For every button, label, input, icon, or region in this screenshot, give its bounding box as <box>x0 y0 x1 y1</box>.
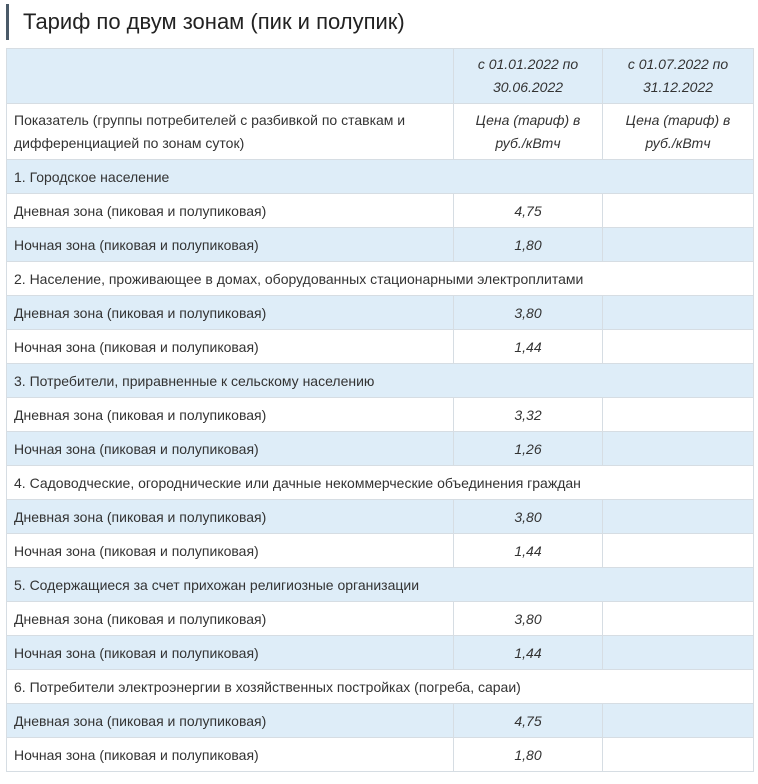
price-period1: 1,44 <box>453 635 603 670</box>
group-name: 6. Потребители электроэнергии в хозяйств… <box>6 669 754 704</box>
group-name: 3. Потребители, приравненные к сельскому… <box>6 363 754 398</box>
price-period1: 1,26 <box>453 431 603 466</box>
price-period1: 3,80 <box>453 295 603 330</box>
group-row: 1. Городское население <box>6 159 754 194</box>
zone-label: Ночная зона (пиковая и полупиковая) <box>6 737 454 772</box>
group-row: 3. Потребители, приравненные к сельскому… <box>6 363 754 398</box>
group-row: 5. Содержащиеся за счет прихожан религио… <box>6 567 754 602</box>
page-title: Тариф по двум зонам (пик и полупик) <box>6 4 405 40</box>
table-row: Дневная зона (пиковая и полупиковая) 3,80 <box>6 295 754 330</box>
price-period1: 4,75 <box>453 703 603 738</box>
column-header-row: Показатель (группы потребителей с разбив… <box>6 103 754 160</box>
price-period1: 1,44 <box>453 329 603 364</box>
table-row: Дневная зона (пиковая и полупиковая) 3,32 <box>6 397 754 432</box>
group-row: 4. Садоводческие, огороднические или дач… <box>6 465 754 500</box>
table-row: Ночная зона (пиковая и полупиковая) 1,80 <box>6 227 754 262</box>
table-row: Ночная зона (пиковая и полупиковая) 1,44 <box>6 635 754 670</box>
price-period1: 1,80 <box>453 227 603 262</box>
zone-label: Ночная зона (пиковая и полупиковая) <box>6 227 454 262</box>
price-period2 <box>602 329 754 364</box>
table-row: Ночная зона (пиковая и полупиковая) 1,80 <box>6 737 754 772</box>
zone-label: Ночная зона (пиковая и полупиковая) <box>6 329 454 364</box>
indicator-header: Показатель (группы потребителей с разбив… <box>6 103 454 160</box>
price1-header: Цена (тариф) в руб./кВтч <box>453 103 603 160</box>
price-period2 <box>602 295 754 330</box>
price-period1: 1,80 <box>453 737 603 772</box>
zone-label: Ночная зона (пиковая и полупиковая) <box>6 431 454 466</box>
zone-label: Дневная зона (пиковая и полупиковая) <box>6 499 454 534</box>
price-period1: 1,44 <box>453 533 603 568</box>
tariff-table: с 01.01.2022 по 30.06.2022 с 01.07.2022 … <box>6 48 754 772</box>
price-period2 <box>602 737 754 772</box>
zone-label: Дневная зона (пиковая и полупиковая) <box>6 703 454 738</box>
zone-label: Дневная зона (пиковая и полупиковая) <box>6 397 454 432</box>
price-period2 <box>602 227 754 262</box>
price-period2 <box>602 635 754 670</box>
group-row: 2. Население, проживающее в домах, обору… <box>6 261 754 296</box>
group-name: 4. Садоводческие, огороднические или дач… <box>6 465 754 500</box>
zone-label: Ночная зона (пиковая и полупиковая) <box>6 533 454 568</box>
price-period1: 3,80 <box>453 601 603 636</box>
price-period2 <box>602 431 754 466</box>
table-row: Ночная зона (пиковая и полупиковая) 1,44 <box>6 329 754 364</box>
table-row: Дневная зона (пиковая и полупиковая) 3,80 <box>6 499 754 534</box>
group-row: 6. Потребители электроэнергии в хозяйств… <box>6 669 754 704</box>
price-period2 <box>602 601 754 636</box>
table-row: Ночная зона (пиковая и полупиковая) 1,26 <box>6 431 754 466</box>
price-period2 <box>602 703 754 738</box>
price2-header: Цена (тариф) в руб./кВтч <box>602 103 754 160</box>
price-period1: 3,80 <box>453 499 603 534</box>
group-name: 5. Содержащиеся за счет прихожан религио… <box>6 567 754 602</box>
table-row: Дневная зона (пиковая и полупиковая) 4,75 <box>6 703 754 738</box>
table-row: Дневная зона (пиковая и полупиковая) 4,75 <box>6 193 754 228</box>
period2-header: с 01.07.2022 по 31.12.2022 <box>602 48 754 104</box>
group-name: 1. Городское население <box>6 159 754 194</box>
price-period1: 3,32 <box>453 397 603 432</box>
group-name: 2. Население, проживающее в домах, обору… <box>6 261 754 296</box>
table-row: Ночная зона (пиковая и полупиковая) 1,44 <box>6 533 754 568</box>
zone-label: Дневная зона (пиковая и полупиковая) <box>6 193 454 228</box>
table-row: Дневная зона (пиковая и полупиковая) 3,80 <box>6 601 754 636</box>
zone-label: Дневная зона (пиковая и полупиковая) <box>6 601 454 636</box>
price-period2 <box>602 397 754 432</box>
price-period2 <box>602 533 754 568</box>
period1-header: с 01.01.2022 по 30.06.2022 <box>453 48 603 104</box>
price-period2 <box>602 499 754 534</box>
zone-label: Ночная зона (пиковая и полупиковая) <box>6 635 454 670</box>
price-period2 <box>602 193 754 228</box>
zone-label: Дневная зона (пиковая и полупиковая) <box>6 295 454 330</box>
price-period1: 4,75 <box>453 193 603 228</box>
period-header-row: с 01.01.2022 по 30.06.2022 с 01.07.2022 … <box>6 48 754 104</box>
header-empty-cell <box>6 48 454 104</box>
